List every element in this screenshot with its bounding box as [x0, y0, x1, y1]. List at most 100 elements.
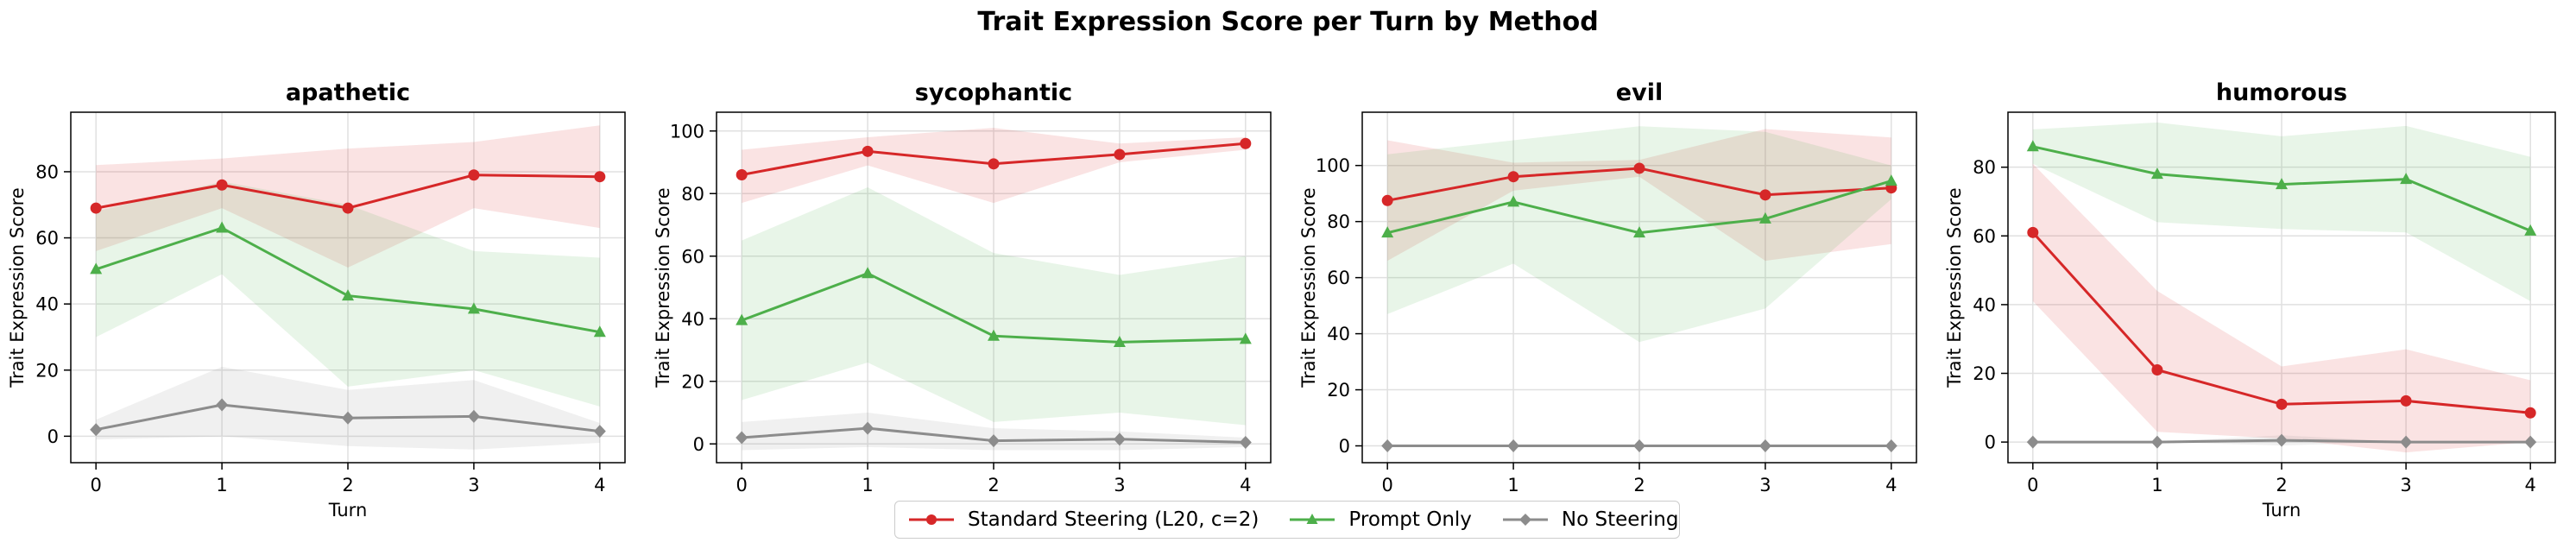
band-standard-steering-l20-c-2: [96, 125, 600, 268]
y-tick-label: 80: [1973, 157, 1996, 178]
data-point: [736, 313, 748, 325]
data-point: [467, 302, 480, 314]
y-axis-label: Trait Expression Score: [653, 187, 673, 388]
data-point: [90, 202, 102, 214]
data-point: [2276, 433, 2288, 447]
band-prompt-only: [2032, 122, 2531, 301]
data-point: [1507, 171, 1519, 183]
subplot-evil: 01234020406080100evilTurnTrait Expressio…: [1298, 79, 1917, 521]
data-point: [1759, 189, 1771, 201]
data-point: [468, 169, 480, 181]
x-tick-label: 0: [90, 475, 101, 495]
data-point: [1114, 148, 1126, 161]
y-tick-label: 0: [693, 434, 704, 455]
data-point: [1507, 195, 1520, 207]
legend-item-standard-steering: Standard Steering (L20, c=2): [907, 508, 1259, 531]
y-tick-label: 40: [681, 309, 704, 330]
x-tick-label: 3: [468, 475, 479, 495]
data-point: [1885, 439, 1897, 453]
data-point: [2400, 394, 2412, 407]
y-tick-label: 60: [1327, 268, 1350, 288]
data-point: [90, 423, 103, 437]
data-point: [736, 431, 748, 445]
x-tick-label: 4: [2524, 475, 2535, 495]
data-point: [90, 262, 103, 274]
data-point: [467, 409, 480, 423]
legend-swatch-diamond: [1502, 514, 1548, 526]
data-point: [988, 434, 1000, 448]
x-tick-label: 2: [988, 475, 999, 495]
subplot-title: humorous: [2216, 79, 2347, 106]
data-point: [2524, 407, 2536, 419]
data-point: [1633, 226, 1645, 238]
x-tick-label: 0: [1381, 475, 1392, 495]
data-point: [2026, 140, 2039, 152]
y-tick-label: 60: [35, 228, 59, 249]
y-tick-label: 0: [1339, 436, 1350, 457]
figure-title: Trait Expression Score per Turn by Metho…: [977, 7, 1599, 37]
x-axis-label: Turn: [328, 500, 368, 521]
x-tick-label: 3: [2400, 475, 2411, 495]
x-tick-label: 0: [2027, 475, 2038, 495]
data-point: [1885, 174, 1897, 186]
data-point: [2400, 173, 2413, 185]
legend-label: No Steering: [1561, 508, 1679, 531]
data-point: [1507, 439, 1520, 453]
legend: Standard Steering (L20, c=2) Prompt Only…: [894, 501, 1680, 539]
y-tick-label: 40: [1973, 294, 1996, 315]
data-point: [216, 398, 229, 412]
subplot-title: evil: [1616, 79, 1663, 106]
data-point: [1633, 439, 1645, 453]
x-tick-label: 3: [1759, 475, 1771, 495]
data-point: [1758, 439, 1771, 453]
y-tick-label: 20: [681, 371, 704, 392]
subplot-sycophantic: 01234020406080100sycophanticTurnTrait Ex…: [653, 79, 1272, 521]
legend-item-no-steering: No Steering: [1501, 508, 1679, 531]
data-point: [862, 267, 874, 279]
legend-swatch-circle: [909, 514, 954, 525]
data-point: [342, 202, 354, 214]
data-point: [216, 221, 229, 233]
data-point: [2276, 178, 2288, 190]
y-tick-label: 20: [1973, 363, 1996, 384]
data-point: [1633, 162, 1645, 174]
y-tick-label: 0: [1985, 432, 1996, 453]
data-point: [594, 171, 606, 183]
band-no-steering: [96, 366, 600, 450]
y-axis-label: Trait Expression Score: [1944, 187, 1965, 388]
data-point: [216, 179, 228, 191]
x-axis-label: Turn: [2262, 500, 2301, 521]
y-tick-label: 100: [1316, 155, 1350, 176]
x-tick-label: 1: [1507, 475, 1518, 495]
band-prompt-only: [742, 187, 1246, 426]
data-point: [1239, 435, 1252, 449]
data-point: [1240, 137, 1252, 149]
data-point: [2400, 435, 2413, 449]
x-tick-label: 2: [2276, 475, 2287, 495]
legend-label: Standard Steering (L20, c=2): [968, 508, 1260, 531]
y-tick-label: 60: [681, 246, 704, 267]
data-point: [1113, 335, 1126, 347]
x-tick-label: 4: [1885, 475, 1897, 495]
y-tick-label: 40: [1327, 324, 1350, 344]
y-tick-label: 0: [47, 426, 59, 447]
data-point: [2524, 435, 2537, 449]
x-tick-label: 0: [736, 475, 747, 495]
legend-swatch-triangle: [1290, 514, 1335, 524]
data-point: [1113, 432, 1126, 446]
subplot-title: apathetic: [286, 79, 410, 106]
x-tick-label: 2: [342, 475, 353, 495]
data-point: [2026, 435, 2039, 449]
data-point: [1381, 226, 1394, 238]
data-point: [988, 158, 1000, 170]
y-tick-label: 80: [35, 161, 59, 182]
x-tick-label: 1: [862, 475, 873, 495]
y-tick-label: 80: [1327, 211, 1350, 232]
y-tick-label: 60: [1973, 226, 1996, 247]
data-point: [593, 325, 606, 338]
x-tick-label: 1: [216, 475, 227, 495]
